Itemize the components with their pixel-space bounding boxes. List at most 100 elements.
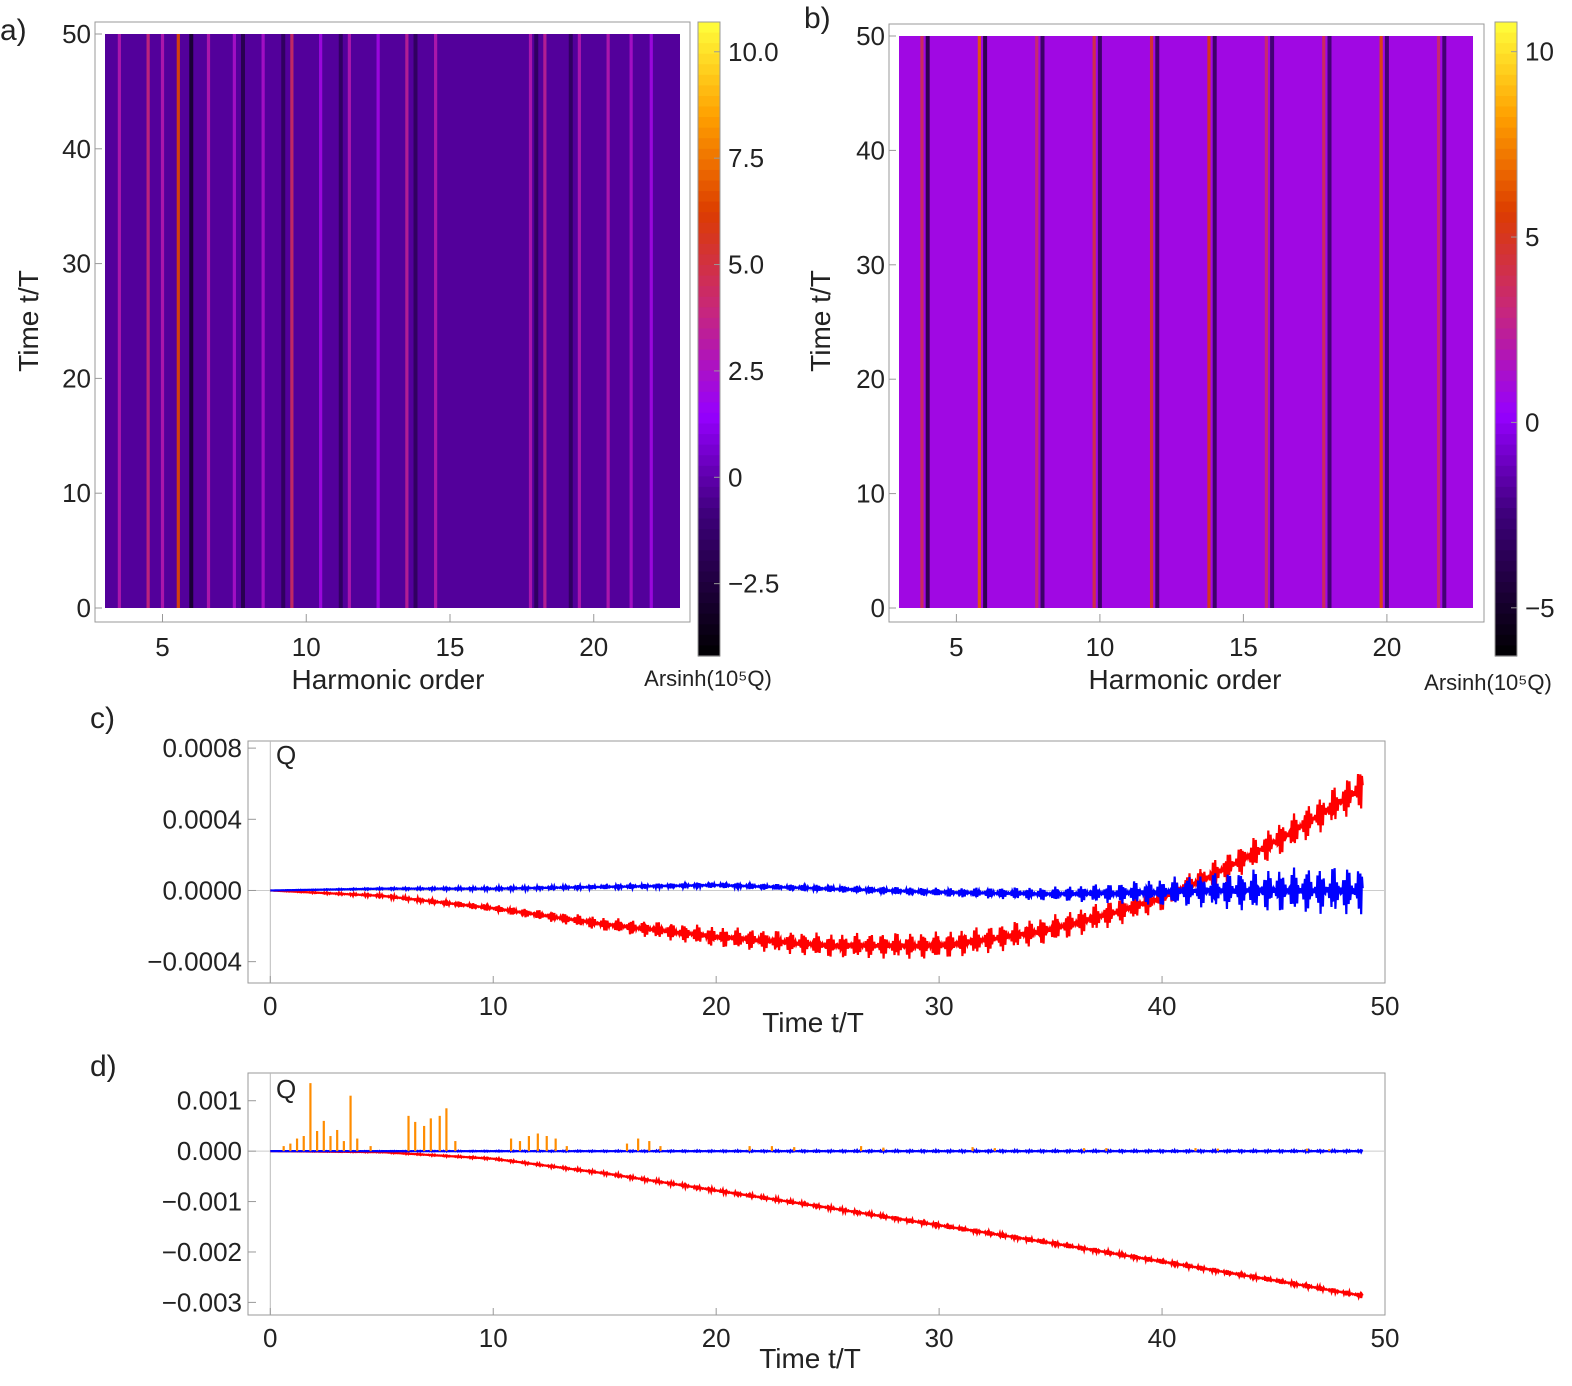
colorbar-segment [698, 349, 720, 361]
y-tick-label: 0.0008 [162, 733, 242, 763]
x-tick-label: 20 [702, 991, 731, 1021]
colorbar-segment [1495, 85, 1517, 97]
colorbar-segment [1495, 349, 1517, 361]
colorbar-segment [1495, 603, 1517, 615]
y-tick-label: 30 [856, 250, 885, 280]
colorbar-segment [1495, 423, 1517, 435]
colorbar-segment [698, 571, 720, 583]
heatmap-dark-line [1270, 36, 1275, 608]
y-tick-label: 50 [856, 21, 885, 51]
heatmap-harmonic-line [1035, 36, 1039, 608]
x-tick-label: 10 [292, 632, 321, 662]
colorbar-segment [698, 74, 720, 86]
colorbar-segment [698, 603, 720, 615]
heatmap-harmonic-line [1322, 36, 1326, 608]
colorbar-segment [1495, 412, 1517, 425]
panel-b-label: b) [804, 2, 831, 35]
colorbar-segment [1495, 465, 1517, 477]
series-red-line [270, 1150, 1364, 1301]
y-tick-label: 0 [871, 593, 885, 623]
heatmap-harmonic-line [376, 34, 380, 608]
heatmap-background [899, 36, 1473, 608]
panel-d-x-axis-label: Time t/T [759, 1343, 861, 1374]
colorbar-segment [1495, 191, 1517, 203]
colorbar-segment [1495, 550, 1517, 562]
x-tick-label: 40 [1148, 1323, 1177, 1353]
colorbar-segment [1495, 307, 1517, 319]
colorbar-segment [1495, 286, 1517, 298]
x-tick-label: 50 [1371, 1323, 1400, 1353]
heatmap-harmonic-line [629, 34, 633, 608]
colorbar-segment [1495, 529, 1517, 541]
panel-d: d) 0 10 20 30 40 50 −0.003 −0.002 −0.001 0.000 0.… [90, 1050, 1399, 1374]
panel-b-colorbar-label: Arsinh(10⁵Q) [1424, 670, 1552, 695]
colorbar-segment [1495, 64, 1517, 76]
heatmap-dark-line [1442, 36, 1447, 608]
heatmap-dark-line [1212, 36, 1217, 608]
colorbar-segment [698, 634, 720, 647]
colorbar-segment [698, 138, 720, 150]
colorbar-tick-label: −5 [1525, 593, 1555, 623]
heatmap-harmonic-line [1436, 36, 1441, 608]
colorbar-segment [698, 645, 720, 657]
y-tick-label: 20 [62, 363, 91, 393]
colorbar-segment [698, 307, 720, 319]
panel-a: a) 5 10 15 20 0 10 20 30 40 50 Harmonic order Ti… [0, 14, 779, 695]
colorbar-segment [1495, 444, 1517, 456]
heatmap-harmonic-line [1207, 36, 1211, 608]
colorbar-segment [698, 529, 720, 541]
x-tick-label: 15 [436, 632, 465, 662]
y-tick-label: 0.0000 [162, 875, 242, 905]
colorbar-tick-label: 5 [1525, 222, 1539, 252]
colorbar-segment [698, 518, 720, 530]
panel-c-x-ticks: 0 10 20 30 40 50 [263, 976, 1399, 1021]
colorbar-segment [1495, 212, 1517, 224]
colorbar-segment [1495, 339, 1517, 351]
heatmap-harmonic-line [1092, 36, 1096, 608]
panel-c-x-axis-label: Time t/T [762, 1007, 864, 1038]
y-tick-label: −0.001 [162, 1187, 242, 1217]
panel-d-q-label: Q [276, 1074, 296, 1104]
colorbar-segment [698, 508, 720, 520]
colorbar-segment [1495, 634, 1517, 647]
colorbar-segment [1495, 624, 1517, 636]
colorbar-segment [698, 222, 720, 234]
y-tick-label: −0.003 [162, 1287, 242, 1317]
colorbar-segment [1495, 117, 1517, 129]
panel-b-y-ticks: 0 10 20 30 40 50 [856, 21, 896, 623]
heatmap-harmonic-line [206, 34, 211, 608]
x-tick-label: 0 [263, 991, 277, 1021]
heatmap-harmonic-line [649, 34, 653, 608]
colorbar-segment [698, 465, 720, 477]
colorbar-segment [698, 412, 720, 425]
heatmap-harmonic-line [543, 34, 547, 608]
colorbar-segment [698, 159, 720, 171]
heatmap-dark-line [1384, 36, 1389, 608]
heatmap-harmonic-line [1379, 36, 1383, 608]
panel-b-frame [888, 23, 1485, 623]
colorbar-segment [1495, 391, 1517, 403]
colorbar-segment [1495, 254, 1517, 266]
colorbar-segment [1495, 32, 1517, 44]
x-tick-label: 5 [155, 632, 169, 662]
heatmap-harmonic-line [232, 34, 236, 608]
colorbar-segment [1495, 169, 1517, 182]
colorbar-tick-label: 5.0 [728, 250, 764, 280]
panel-a-colorbar [697, 21, 721, 657]
x-tick-label: 10 [479, 1323, 508, 1353]
colorbar-segment [698, 201, 720, 213]
colorbar-segment [698, 243, 720, 256]
colorbar-segment [1495, 328, 1517, 340]
y-tick-label: 10 [62, 478, 91, 508]
heatmap-harmonic-line [405, 34, 409, 608]
heatmap-dark-line [534, 34, 539, 608]
heatmap-dark-line [413, 34, 418, 608]
colorbar-segment [1495, 497, 1517, 509]
heatmap-dark-line [241, 34, 245, 608]
colorbar-segment [698, 180, 720, 192]
y-tick-label: −0.0004 [147, 947, 242, 977]
panel-a-x-ticks: 5 10 15 20 [155, 614, 608, 662]
heatmap-dark-line [1040, 36, 1045, 608]
colorbar-segment [698, 476, 720, 488]
panel-a-colorbar-label: Arsinh(10⁵Q) [644, 666, 772, 691]
